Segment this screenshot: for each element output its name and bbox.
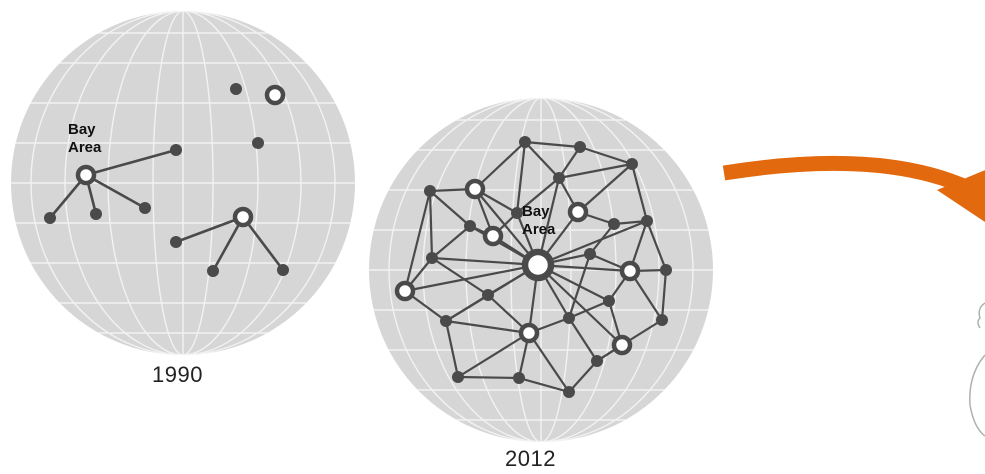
- hub-label-line2: Area: [522, 221, 556, 238]
- network-node: [170, 236, 182, 248]
- network-node: [511, 207, 523, 219]
- network-node: [626, 158, 638, 170]
- network-node: [584, 248, 596, 260]
- network-node: [207, 265, 219, 277]
- network-node: [513, 372, 525, 384]
- network-node: [660, 264, 672, 276]
- hub-node: [394, 280, 416, 302]
- network-node: [252, 137, 264, 149]
- hub-node-bay-area: [75, 164, 97, 186]
- network-node: [464, 220, 476, 232]
- network-node: [553, 172, 565, 184]
- hub-node: [611, 334, 633, 356]
- globe-1990-hubs: [75, 84, 286, 228]
- hub-label-line1: Bay: [68, 121, 96, 138]
- year-label-2012: 2012: [505, 446, 556, 471]
- globe-2012-edges: [403, 140, 668, 394]
- network-node: [424, 185, 436, 197]
- network-node: [452, 371, 464, 383]
- network-node: [44, 212, 56, 224]
- year-label-1990: 1990: [152, 362, 203, 387]
- hub-node: [232, 206, 254, 228]
- network-node: [591, 355, 603, 367]
- hub-label-line1: Bay: [522, 203, 550, 220]
- network-node: [603, 295, 615, 307]
- network-node: [519, 136, 531, 148]
- hub-node: [264, 84, 286, 106]
- network-node: [139, 202, 151, 214]
- network-node: [563, 386, 575, 398]
- hub-node: [567, 201, 589, 223]
- hub-node: [518, 322, 540, 344]
- network-node: [440, 315, 452, 327]
- network-node: [90, 208, 102, 220]
- globe-1990: Bay Area: [11, 11, 355, 355]
- globe-1990-grid: [11, 11, 355, 355]
- network-node: [170, 144, 182, 156]
- hub-node-bay-area: [521, 248, 555, 282]
- hub-node: [619, 260, 641, 282]
- network-node: [656, 314, 668, 326]
- network-node: [574, 141, 586, 153]
- curved-arrow-icon: [722, 155, 985, 222]
- hub-label-line2: Area: [68, 139, 102, 156]
- globe-2012-hubs: [394, 178, 641, 356]
- network-node: [230, 83, 242, 95]
- network-node: [426, 252, 438, 264]
- partial-figure-icon: [969, 302, 985, 437]
- network-node: [482, 289, 494, 301]
- network-node: [563, 312, 575, 324]
- globe-1990-nodes: [44, 83, 289, 277]
- network-node: [641, 215, 653, 227]
- globe-2012: Bay Area: [369, 98, 713, 442]
- network-node: [277, 264, 289, 276]
- network-node: [608, 218, 620, 230]
- hub-node: [482, 225, 504, 247]
- hub-node: [464, 178, 486, 200]
- globe-2012-nodes: [424, 136, 672, 398]
